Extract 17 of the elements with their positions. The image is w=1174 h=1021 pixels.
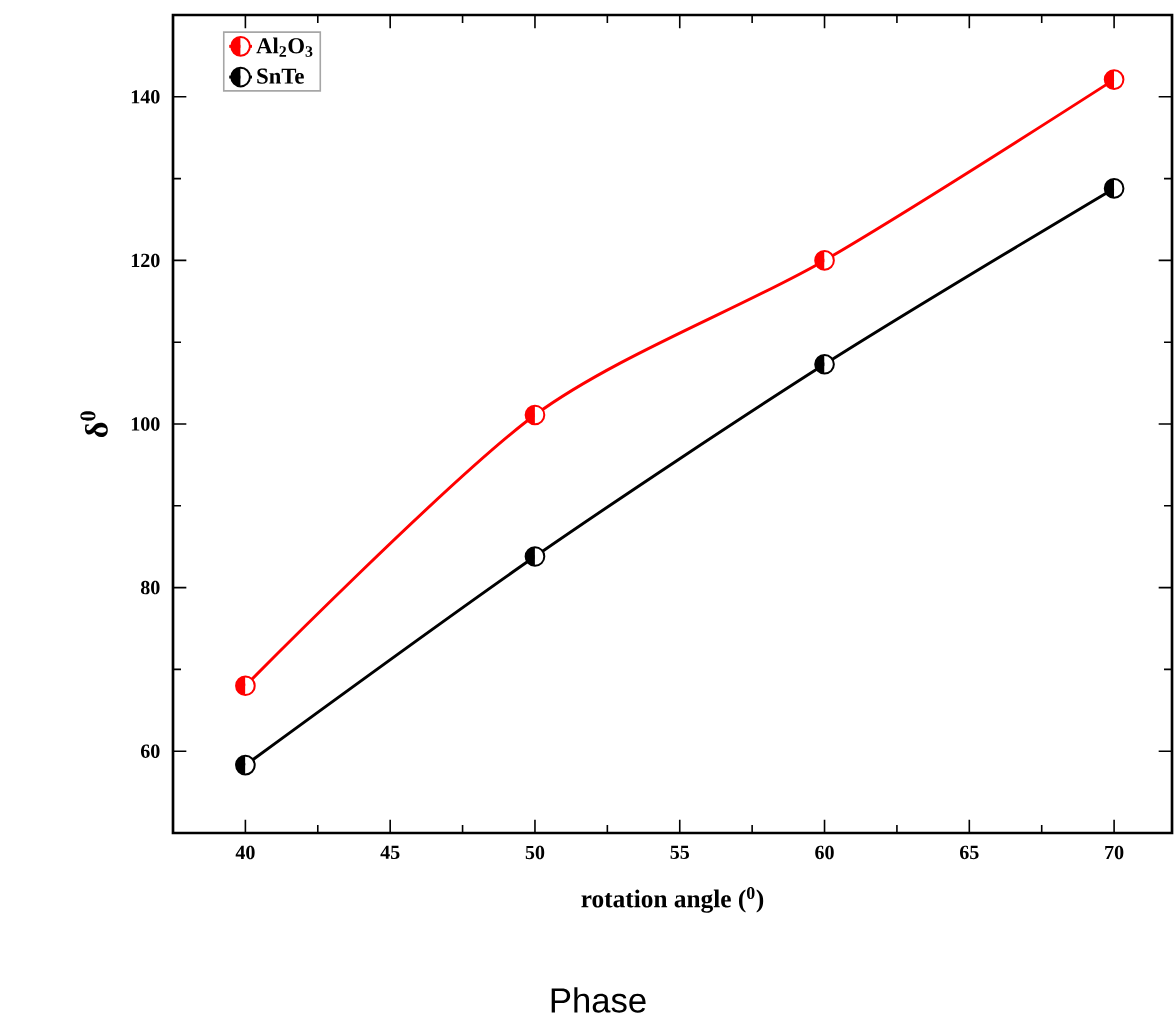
x-axis-title: rotation angle ($^{0}$) (581, 887, 764, 913)
y-tick-label: 100 (131, 417, 160, 431)
x-tick-label: 55 (670, 845, 690, 859)
x-tick-label: 60 (815, 845, 834, 860)
y-axis-title: δ$^{0}$ (80, 411, 108, 438)
legend-label: SnTe (257, 68, 304, 84)
y-tick-label: 60 (140, 744, 160, 758)
y-tick-label: 140 (131, 90, 160, 104)
y-tick-label: 80 (140, 580, 160, 595)
legend-label: Al$_{2}$O$_{3}$ (256, 37, 313, 57)
x-tick-label: 40 (235, 845, 255, 860)
x-tick-label: 70 (1105, 845, 1124, 860)
x-tick-label: 65 (960, 845, 979, 860)
y-tick-label: 120 (131, 253, 160, 268)
text: Phase (551, 987, 646, 1013)
x-tick-label: 45 (380, 845, 400, 860)
x-tick-label: 50 (525, 845, 545, 860)
